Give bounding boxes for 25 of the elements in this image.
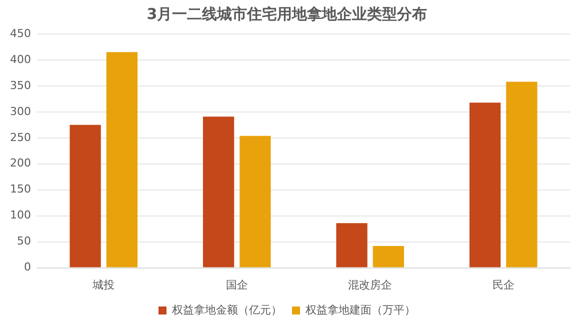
y-tick-label: 200: [10, 156, 31, 170]
bar: [202, 116, 234, 268]
y-tick-label: 250: [10, 130, 31, 144]
bar: [469, 102, 501, 268]
y-tick-label: 350: [10, 78, 31, 92]
bar: [506, 82, 538, 268]
y-tick-label: 450: [10, 26, 31, 40]
y-tick-label: 150: [10, 182, 31, 196]
bar: [70, 124, 101, 268]
x-tick-label: 混改房企: [348, 278, 392, 292]
bar: [336, 223, 368, 268]
y-tick-label: 50: [16, 234, 31, 248]
y-tick-label: 400: [10, 52, 31, 66]
legend-label: 权益拿地建面（万平）: [304, 303, 416, 316]
y-tick-label: 0: [24, 260, 31, 274]
x-tick-label: 城投: [92, 278, 115, 292]
chart-title: 3月一二线城市住宅用地拿地企业类型分布: [146, 4, 428, 23]
y-tick-label: 300: [10, 104, 31, 118]
x-tick-label: 国企: [226, 278, 248, 292]
bar: [106, 52, 138, 268]
x-tick-label: 民企: [492, 278, 514, 292]
y-tick-label: 100: [10, 208, 31, 222]
legend-label: 权益拿地金额（亿元）: [171, 303, 282, 316]
bar: [372, 246, 404, 268]
bar: [240, 136, 271, 268]
